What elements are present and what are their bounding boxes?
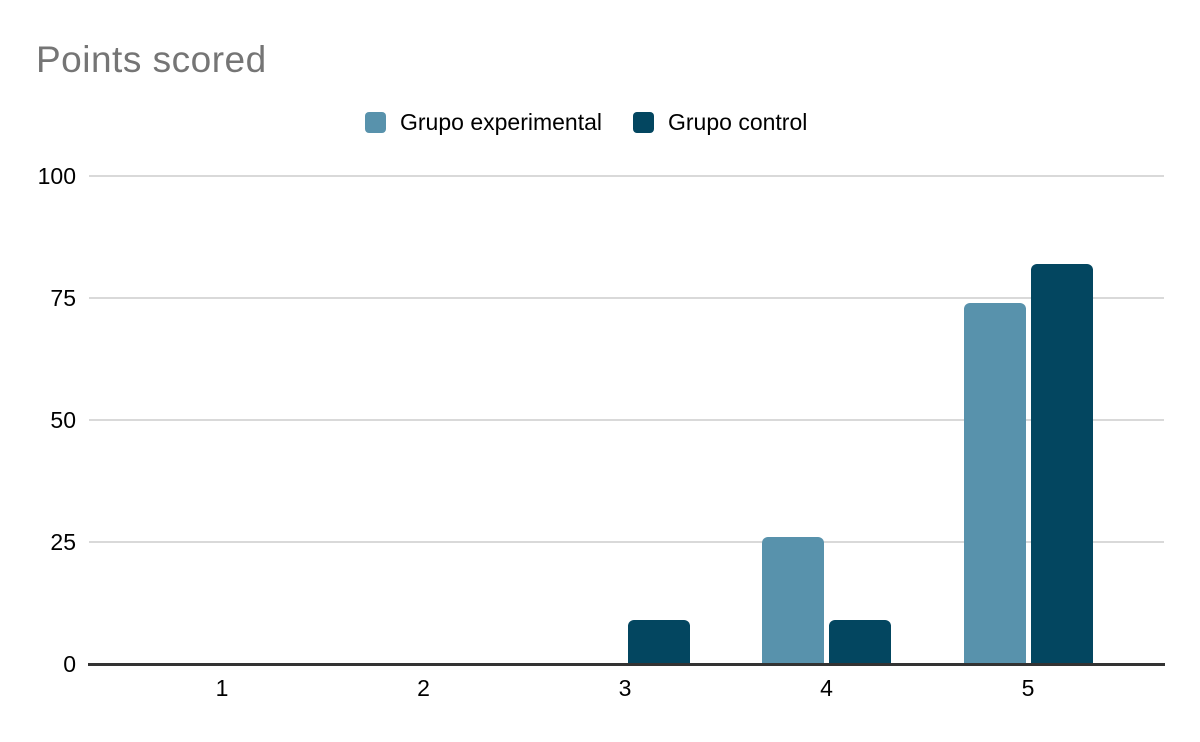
x-axis-line	[88, 663, 1165, 666]
bar-experimental-cat5[interactable]	[963, 302, 1026, 664]
y-tick-label-0: 0	[63, 651, 76, 677]
x-tick-label-3: 3	[618, 675, 632, 701]
y-tick-label-100: 100	[37, 163, 76, 189]
bar-control-cat5[interactable]	[1030, 263, 1093, 664]
y-tick-label-25: 25	[50, 529, 76, 555]
x-tick-label-4: 4	[820, 675, 833, 701]
bar-control-cat4[interactable]	[829, 620, 891, 664]
legend-item-control[interactable]: Grupo control	[633, 109, 807, 135]
legend-label-experimental: Grupo experimental	[400, 109, 602, 135]
y-gridline-100	[89, 175, 1164, 177]
y-gridline-75	[89, 297, 1164, 299]
y-tick-label-75: 75	[50, 285, 76, 311]
x-tick-label-5: 5	[1021, 675, 1035, 701]
legend-swatch-control	[633, 111, 654, 133]
legend-item-experimental[interactable]: Grupo experimental	[365, 109, 602, 135]
legend-swatch-experimental	[365, 111, 386, 133]
legend-label-control: Grupo control	[668, 109, 808, 135]
bar-experimental-cat4[interactable]	[762, 537, 824, 664]
y-gridline-25	[89, 541, 1164, 543]
legend: Grupo experimental Grupo control	[365, 109, 807, 135]
y-gridline-50	[89, 419, 1164, 421]
x-tick-label-2: 2	[417, 675, 430, 701]
x-tick-label-1: 1	[215, 675, 229, 701]
y-tick-label-50: 50	[50, 407, 76, 433]
bar-control-cat3[interactable]	[627, 620, 690, 664]
chart-title: Points scored	[36, 39, 267, 80]
